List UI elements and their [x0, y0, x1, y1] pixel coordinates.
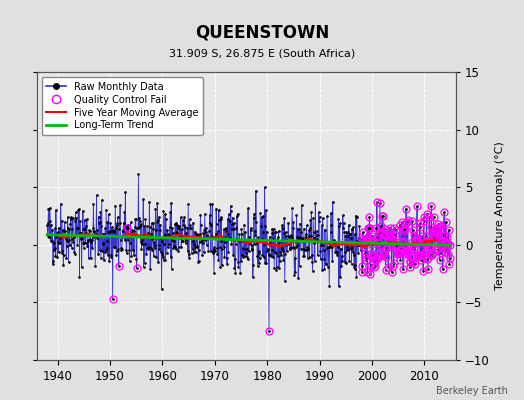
Text: 31.909 S, 26.875 E (South Africa): 31.909 S, 26.875 E (South Africa) — [169, 48, 355, 58]
Y-axis label: Temperature Anomaly (°C): Temperature Anomaly (°C) — [495, 142, 505, 290]
Legend: Raw Monthly Data, Quality Control Fail, Five Year Moving Average, Long-Term Tren: Raw Monthly Data, Quality Control Fail, … — [41, 77, 203, 135]
Text: QUEENSTOWN: QUEENSTOWN — [195, 24, 329, 42]
Text: Berkeley Earth: Berkeley Earth — [436, 386, 508, 396]
